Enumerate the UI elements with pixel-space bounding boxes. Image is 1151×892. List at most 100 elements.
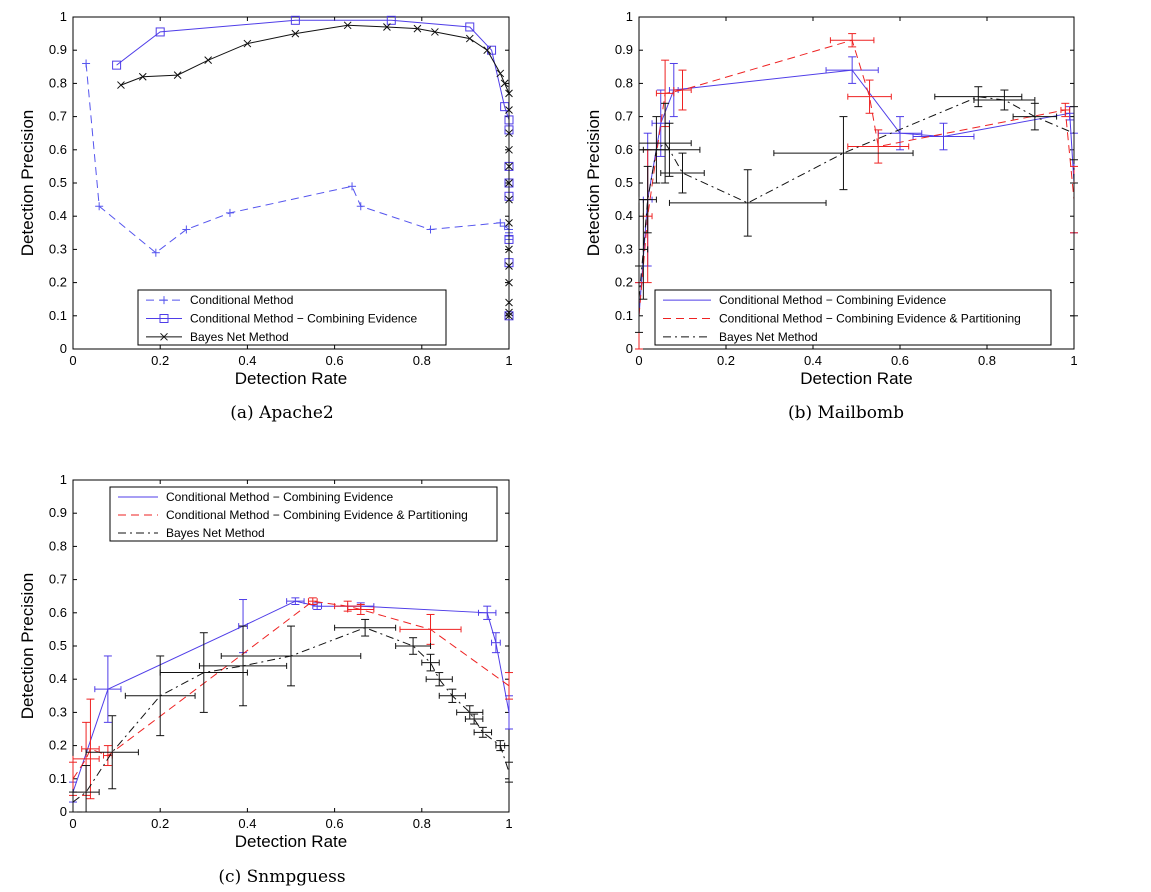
y-tick-label: 0.4 <box>49 671 67 686</box>
x-tick-label: 0 <box>69 353 76 368</box>
data-point <box>505 89 513 98</box>
data-point <box>465 34 474 43</box>
x-tick-label: 0.4 <box>238 816 256 831</box>
y-tick-label: 0.5 <box>49 638 67 653</box>
error-bar <box>638 122 701 177</box>
data-point <box>426 225 435 234</box>
error-bar <box>85 715 139 790</box>
y-tick-label: 0.6 <box>49 605 67 620</box>
y-tick-label: 0.9 <box>615 42 633 57</box>
data-point <box>204 56 213 65</box>
legend: Conditional Method Conditional Method − C… <box>137 289 447 346</box>
legend: Conditional Method − Combining Evidence C… <box>109 486 498 542</box>
x-tick-label: 0 <box>69 816 76 831</box>
error-bar <box>94 655 122 723</box>
data-point <box>155 27 165 37</box>
y-tick-label: 0.6 <box>615 142 633 157</box>
legend-marker <box>160 296 168 305</box>
error-bar <box>847 129 910 164</box>
series-1 <box>69 597 513 800</box>
x-axis-label: Detection Rate <box>235 832 347 851</box>
data-point <box>182 225 191 234</box>
error-bar <box>464 713 484 725</box>
error-bar <box>505 672 513 700</box>
legend-entry: Bayes Net Method <box>166 526 265 540</box>
y-axis-label: Detection Precision <box>18 573 37 719</box>
y-tick-label: 0 <box>60 341 67 356</box>
legend-entry: Conditional Method − Combining Evidence <box>166 490 393 504</box>
error-bar <box>668 169 827 237</box>
error-bar <box>673 69 692 111</box>
error-bar <box>934 86 1023 108</box>
x-tick-label: 0.6 <box>891 353 909 368</box>
data-point <box>505 129 513 138</box>
error-bar <box>473 726 493 738</box>
data-point <box>343 21 352 30</box>
error-bar <box>395 637 432 655</box>
error-bar <box>220 625 362 687</box>
error-bar <box>159 632 248 713</box>
error-bar <box>829 33 875 48</box>
chart-panel-apache2: 0 0.2 0.4 0.6 0.8 1 0 0.1 0.2 0.3 0.4 0.5 0.6 0.7 0.8 0… <box>18 9 514 388</box>
y-tick-label: 0.8 <box>49 75 67 90</box>
caption-mailbomb: (b) Mailbomb <box>788 403 904 423</box>
series-line <box>120 24 510 316</box>
x-axis-label: Detection Rate <box>235 369 347 388</box>
data-point <box>505 245 513 254</box>
y-tick-label: 0.9 <box>49 42 67 57</box>
y-tick-label: 0.3 <box>49 241 67 256</box>
data-point <box>505 145 513 154</box>
x-tick-label: 0.6 <box>326 353 344 368</box>
data-point <box>465 22 475 32</box>
data-point <box>82 59 91 68</box>
x-axis-label: Detection Rate <box>800 369 912 388</box>
data-point <box>505 262 513 270</box>
x-tick-label: 0.8 <box>413 816 431 831</box>
caption-snmpguess: (c) Snmpguess <box>218 867 345 887</box>
y-tick-label: 1 <box>60 472 67 487</box>
y-tick-label: 0.2 <box>615 275 633 290</box>
data-point <box>117 81 125 89</box>
x-tick-label: 0 <box>635 353 642 368</box>
data-point <box>151 248 160 257</box>
data-point <box>505 308 513 317</box>
legend-marker <box>160 332 168 341</box>
data-point <box>496 69 505 78</box>
data-point <box>505 218 513 227</box>
error-bar <box>124 655 196 737</box>
legend-entry: Conditional Method <box>190 293 293 307</box>
y-tick-label: 0 <box>626 341 633 356</box>
error-bar <box>847 79 892 114</box>
legend-entry: Conditional Method − Combining Evidence … <box>166 508 468 522</box>
y-tick-label: 0.3 <box>615 241 633 256</box>
data-point <box>173 71 182 79</box>
data-point <box>95 202 104 211</box>
legend-entry: Conditional Method − Combining Evidence <box>719 293 946 307</box>
legend-entry: Bayes Net Method <box>719 330 818 344</box>
error-bar <box>347 604 375 615</box>
error-bar <box>72 765 100 813</box>
error-bar <box>334 618 397 637</box>
series-line <box>72 600 510 780</box>
data-point <box>431 28 439 36</box>
legend-entry: Conditional Method − Combining Evidence … <box>719 312 1021 326</box>
x-tick-label: 0.2 <box>151 816 169 831</box>
series-line <box>638 96 1075 300</box>
error-bar <box>399 613 462 645</box>
data-point <box>505 311 513 320</box>
data-point <box>505 162 513 171</box>
data-point <box>112 60 122 70</box>
error-bar <box>421 653 440 672</box>
data-point <box>290 15 300 25</box>
x-tick-label: 0.8 <box>413 353 431 368</box>
y-tick-label: 0.8 <box>615 75 633 90</box>
data-point <box>243 39 252 48</box>
data-point <box>383 23 391 31</box>
y-tick-label: 0.1 <box>49 308 67 323</box>
series-2 <box>69 618 513 813</box>
data-point <box>505 298 513 307</box>
error-bar <box>198 625 288 707</box>
error-bar <box>1070 106 1078 161</box>
y-tick-label: 0.9 <box>49 505 67 520</box>
